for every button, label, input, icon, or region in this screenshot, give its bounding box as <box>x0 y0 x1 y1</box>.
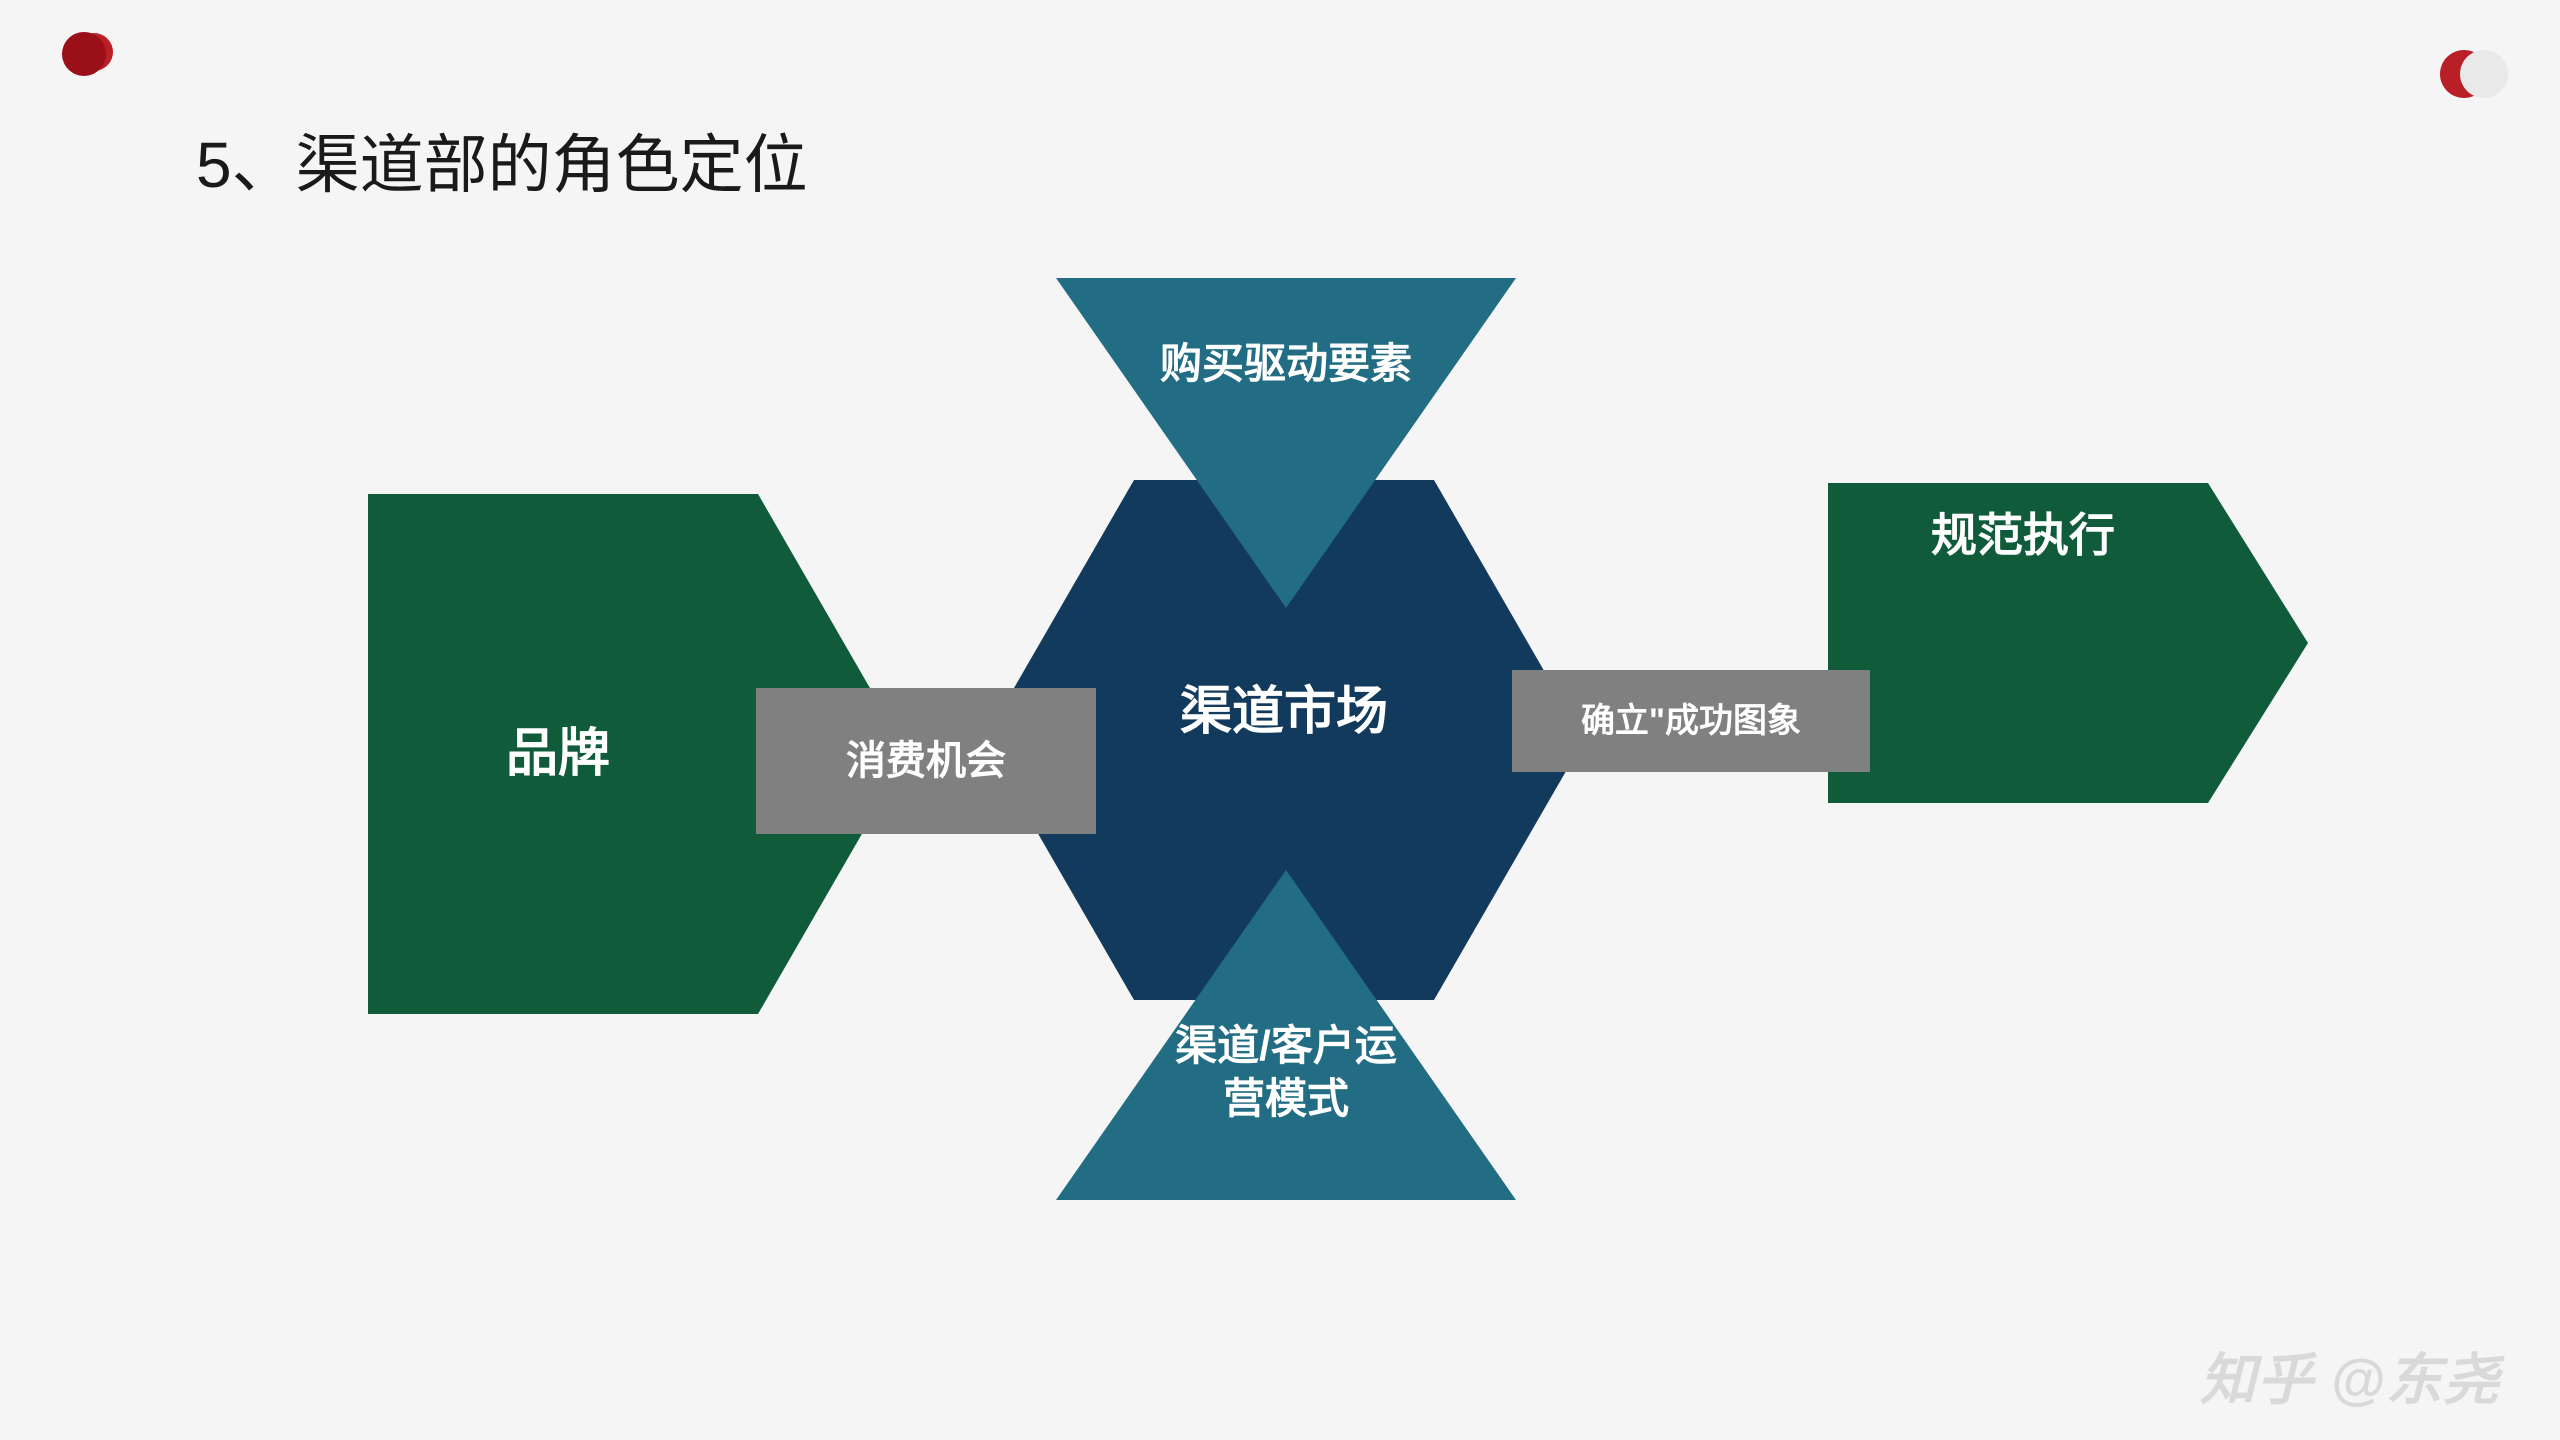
right-arrow: 规范执行 <box>1828 483 2308 803</box>
connector-right: 确立"成功图象 <box>1512 670 1870 772</box>
watermark: 知乎 @东尧 <box>2200 1335 2500 1416</box>
bottom-triangle: 渠道/客户运营模式 <box>1056 870 1516 1202</box>
connector-left: 消费机会 <box>756 688 1096 834</box>
dot-front-icon <box>62 32 106 76</box>
bottom-triangle-shape-icon <box>1056 870 1516 1202</box>
dot-front-icon <box>2460 50 2508 98</box>
connector-right-label: 确立"成功图象 <box>1512 670 1870 772</box>
corner-dots-top-left <box>36 36 126 86</box>
corner-dots-top-right <box>2440 50 2520 100</box>
connector-left-label: 消费机会 <box>756 688 1096 834</box>
top-triangle-shape-icon <box>1056 278 1516 608</box>
right-arrow-shape-icon <box>1828 483 2308 803</box>
slide-title: 5、渠道部的角色定位 <box>196 114 808 206</box>
slide: 5、渠道部的角色定位 渠道市场 品牌 规范执行 购买驱动要素 渠道/客户运营模式… <box>0 0 2560 1440</box>
top-triangle: 购买驱动要素 <box>1056 278 1516 608</box>
